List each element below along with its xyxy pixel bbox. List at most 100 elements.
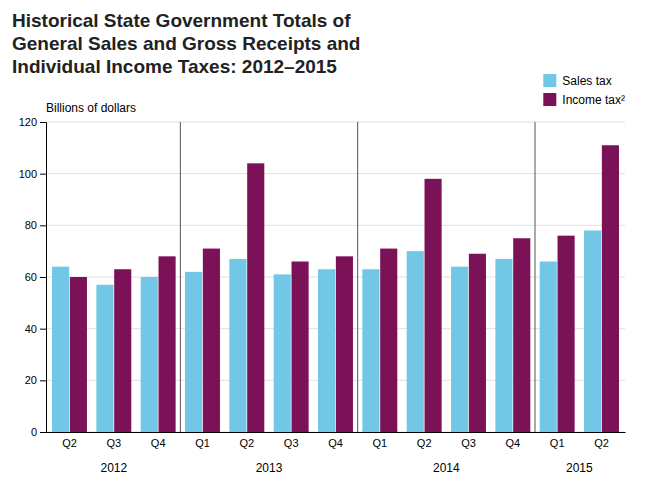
- axis-line: [47, 432, 626, 433]
- tick-label: Q3: [284, 437, 299, 449]
- x-axis: Q2 Q3 Q4 Q1 Q2 Q3 Q4 Q1 Q2 Q3 Q4 Q1 Q2: [47, 432, 626, 449]
- bar: [52, 267, 69, 432]
- tick-mark: [40, 122, 46, 123]
- tick-mark: [40, 380, 46, 381]
- plot: 020406080100120Q2Q3Q4Q1Q2Q3Q4Q1Q2Q3Q4Q1Q…: [19, 116, 626, 475]
- bar: [495, 259, 512, 432]
- title: Historical State Government Totals ofGen…: [12, 10, 360, 77]
- bar: [558, 236, 575, 432]
- tick: Q2: [62, 432, 77, 449]
- bar: [318, 269, 335, 432]
- y-axis-label: Billions of dollars: [46, 101, 136, 115]
- tick-mark: [40, 277, 46, 278]
- year-divider: [535, 122, 536, 432]
- tick-label: 60: [25, 271, 37, 283]
- tick-label: Q2: [417, 437, 432, 449]
- tick: Q3: [284, 432, 299, 449]
- year-label: 2012: [100, 461, 127, 475]
- grid-line: [46, 432, 625, 433]
- bar: [362, 269, 379, 432]
- tick-mark: [40, 432, 46, 433]
- tick: 40: [25, 323, 46, 335]
- bars: [52, 145, 619, 432]
- legend-item: Income tax²: [543, 93, 625, 107]
- grid-line: [46, 225, 625, 226]
- legend-item: Sales tax: [543, 74, 611, 88]
- tick: Q4: [151, 432, 166, 449]
- bar: [469, 254, 486, 432]
- tick: Q1: [550, 432, 565, 449]
- tick: 100: [19, 168, 46, 180]
- bar: [380, 249, 397, 432]
- tick-label: Q4: [328, 437, 343, 449]
- tick-mark: [40, 225, 46, 226]
- tick: Q2: [594, 432, 609, 449]
- tick: Q1: [372, 432, 387, 449]
- grid-line: [46, 122, 625, 123]
- grid: [46, 122, 625, 432]
- tick-label: 120: [19, 116, 37, 128]
- tick-label: Q2: [62, 437, 77, 449]
- legend: Sales tax Income tax²: [543, 74, 625, 107]
- tick-label: Q1: [195, 437, 210, 449]
- bar: [274, 274, 291, 432]
- bar: [602, 145, 619, 432]
- bar: [185, 272, 202, 432]
- grid-line: [46, 173, 625, 174]
- year-label: 2013: [256, 461, 283, 475]
- tick-label: 40: [25, 323, 37, 335]
- grid-line: [46, 277, 625, 278]
- tick: Q3: [106, 432, 121, 449]
- year-divider: [180, 122, 181, 432]
- tick: Q3: [461, 432, 476, 449]
- year-divider: [357, 122, 358, 432]
- tick-label: 0: [31, 426, 37, 438]
- tick: 20: [25, 374, 46, 386]
- bar: [584, 231, 601, 433]
- bar: [540, 262, 557, 433]
- legend-swatch: [543, 74, 556, 87]
- bar: [203, 249, 220, 432]
- year-label: 2015: [566, 461, 593, 475]
- legend-label: Sales tax: [562, 74, 611, 88]
- tick: 60: [25, 271, 46, 283]
- tick-label: Q3: [106, 437, 121, 449]
- axis-line: [40, 123, 47, 433]
- grid-line: [46, 380, 625, 381]
- tick: Q4: [505, 432, 520, 449]
- tick-label: Q4: [505, 437, 520, 449]
- tick: Q2: [417, 432, 432, 449]
- bar: [407, 251, 424, 432]
- bar: [70, 277, 87, 432]
- bar: [292, 262, 309, 433]
- tick-label: 20: [25, 374, 37, 386]
- y-axis: 0 20 40 60 80 100 120: [19, 116, 47, 438]
- tick: Q4: [328, 432, 343, 449]
- tick-mark: [40, 174, 46, 175]
- series: [70, 145, 619, 432]
- tick-mark: [40, 329, 46, 330]
- legend-label: Income tax²: [562, 93, 625, 107]
- chart: Historical State Government Totals ofGen…: [0, 0, 645, 494]
- tick: Q1: [195, 432, 210, 449]
- bar: [336, 256, 353, 432]
- series: [52, 231, 601, 433]
- tick: 80: [25, 219, 46, 231]
- tick-label: 100: [19, 168, 37, 180]
- bar: [247, 163, 264, 432]
- bar: [229, 259, 246, 432]
- legend-swatch: [543, 93, 556, 106]
- bar: [513, 238, 530, 432]
- tick-label: Q3: [461, 437, 476, 449]
- tick-label: Q4: [151, 437, 166, 449]
- bar: [451, 267, 468, 432]
- tick-label: Q1: [550, 437, 565, 449]
- year-label: 2014: [433, 461, 460, 475]
- tick: Q2: [239, 432, 254, 449]
- tick-label: Q1: [372, 437, 387, 449]
- bar: [96, 285, 113, 432]
- bar: [159, 256, 176, 432]
- bar: [141, 277, 158, 432]
- grid-line: [46, 328, 625, 329]
- tick-label: Q2: [239, 437, 254, 449]
